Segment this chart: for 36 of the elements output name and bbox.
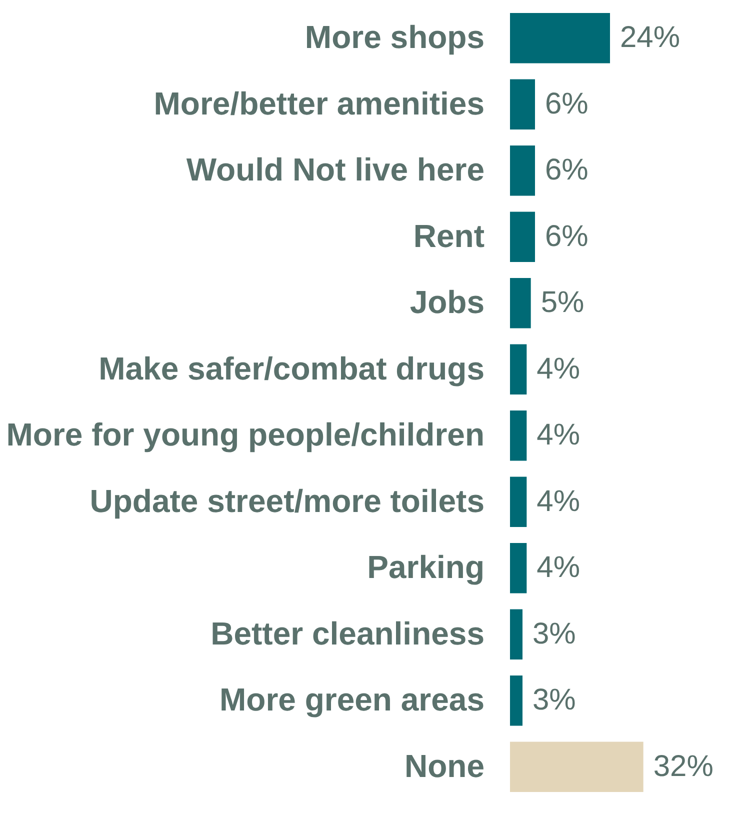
data-label: 3% <box>532 684 576 717</box>
y-tick-label: Make safer/combat drugs <box>98 350 484 386</box>
data-label: 5% <box>540 286 584 320</box>
y-tick-label: Would Not live here <box>186 152 484 188</box>
data-label: 4% <box>536 352 580 386</box>
y-tick-label: Better cleanliness <box>210 615 484 652</box>
bar <box>510 542 527 594</box>
bar <box>510 609 522 660</box>
bar <box>510 742 644 792</box>
y-tick-label: More shops <box>304 19 484 56</box>
data-label: 6% <box>545 154 588 187</box>
y-tick-label: None <box>404 748 484 784</box>
y-tick-label: Jobs <box>410 284 484 320</box>
bar <box>510 145 535 196</box>
data-label: 24% <box>620 21 680 54</box>
bar <box>510 79 535 130</box>
bar <box>510 476 527 528</box>
data-label: 4% <box>536 484 580 518</box>
bar <box>510 212 535 262</box>
y-tick-label: Rent <box>413 218 485 254</box>
y-tick-label: More for young people/children <box>6 416 484 453</box>
y-tick-label: More green areas <box>219 682 484 718</box>
y-tick-label: Update street/more toilets <box>90 482 484 519</box>
y-tick-label: More/better amenities <box>154 85 484 122</box>
data-label: 6% <box>545 87 588 120</box>
bar <box>510 344 527 395</box>
bar <box>510 675 522 726</box>
data-label: 3% <box>532 617 576 650</box>
data-label: 32% <box>653 750 714 783</box>
data-label: 6% <box>545 220 588 253</box>
y-tick-label: Parking <box>367 549 484 586</box>
data-label: 4% <box>536 418 580 452</box>
bar <box>510 12 610 64</box>
bar <box>510 278 531 328</box>
bar <box>510 410 527 461</box>
data-label: 4% <box>536 551 580 584</box>
